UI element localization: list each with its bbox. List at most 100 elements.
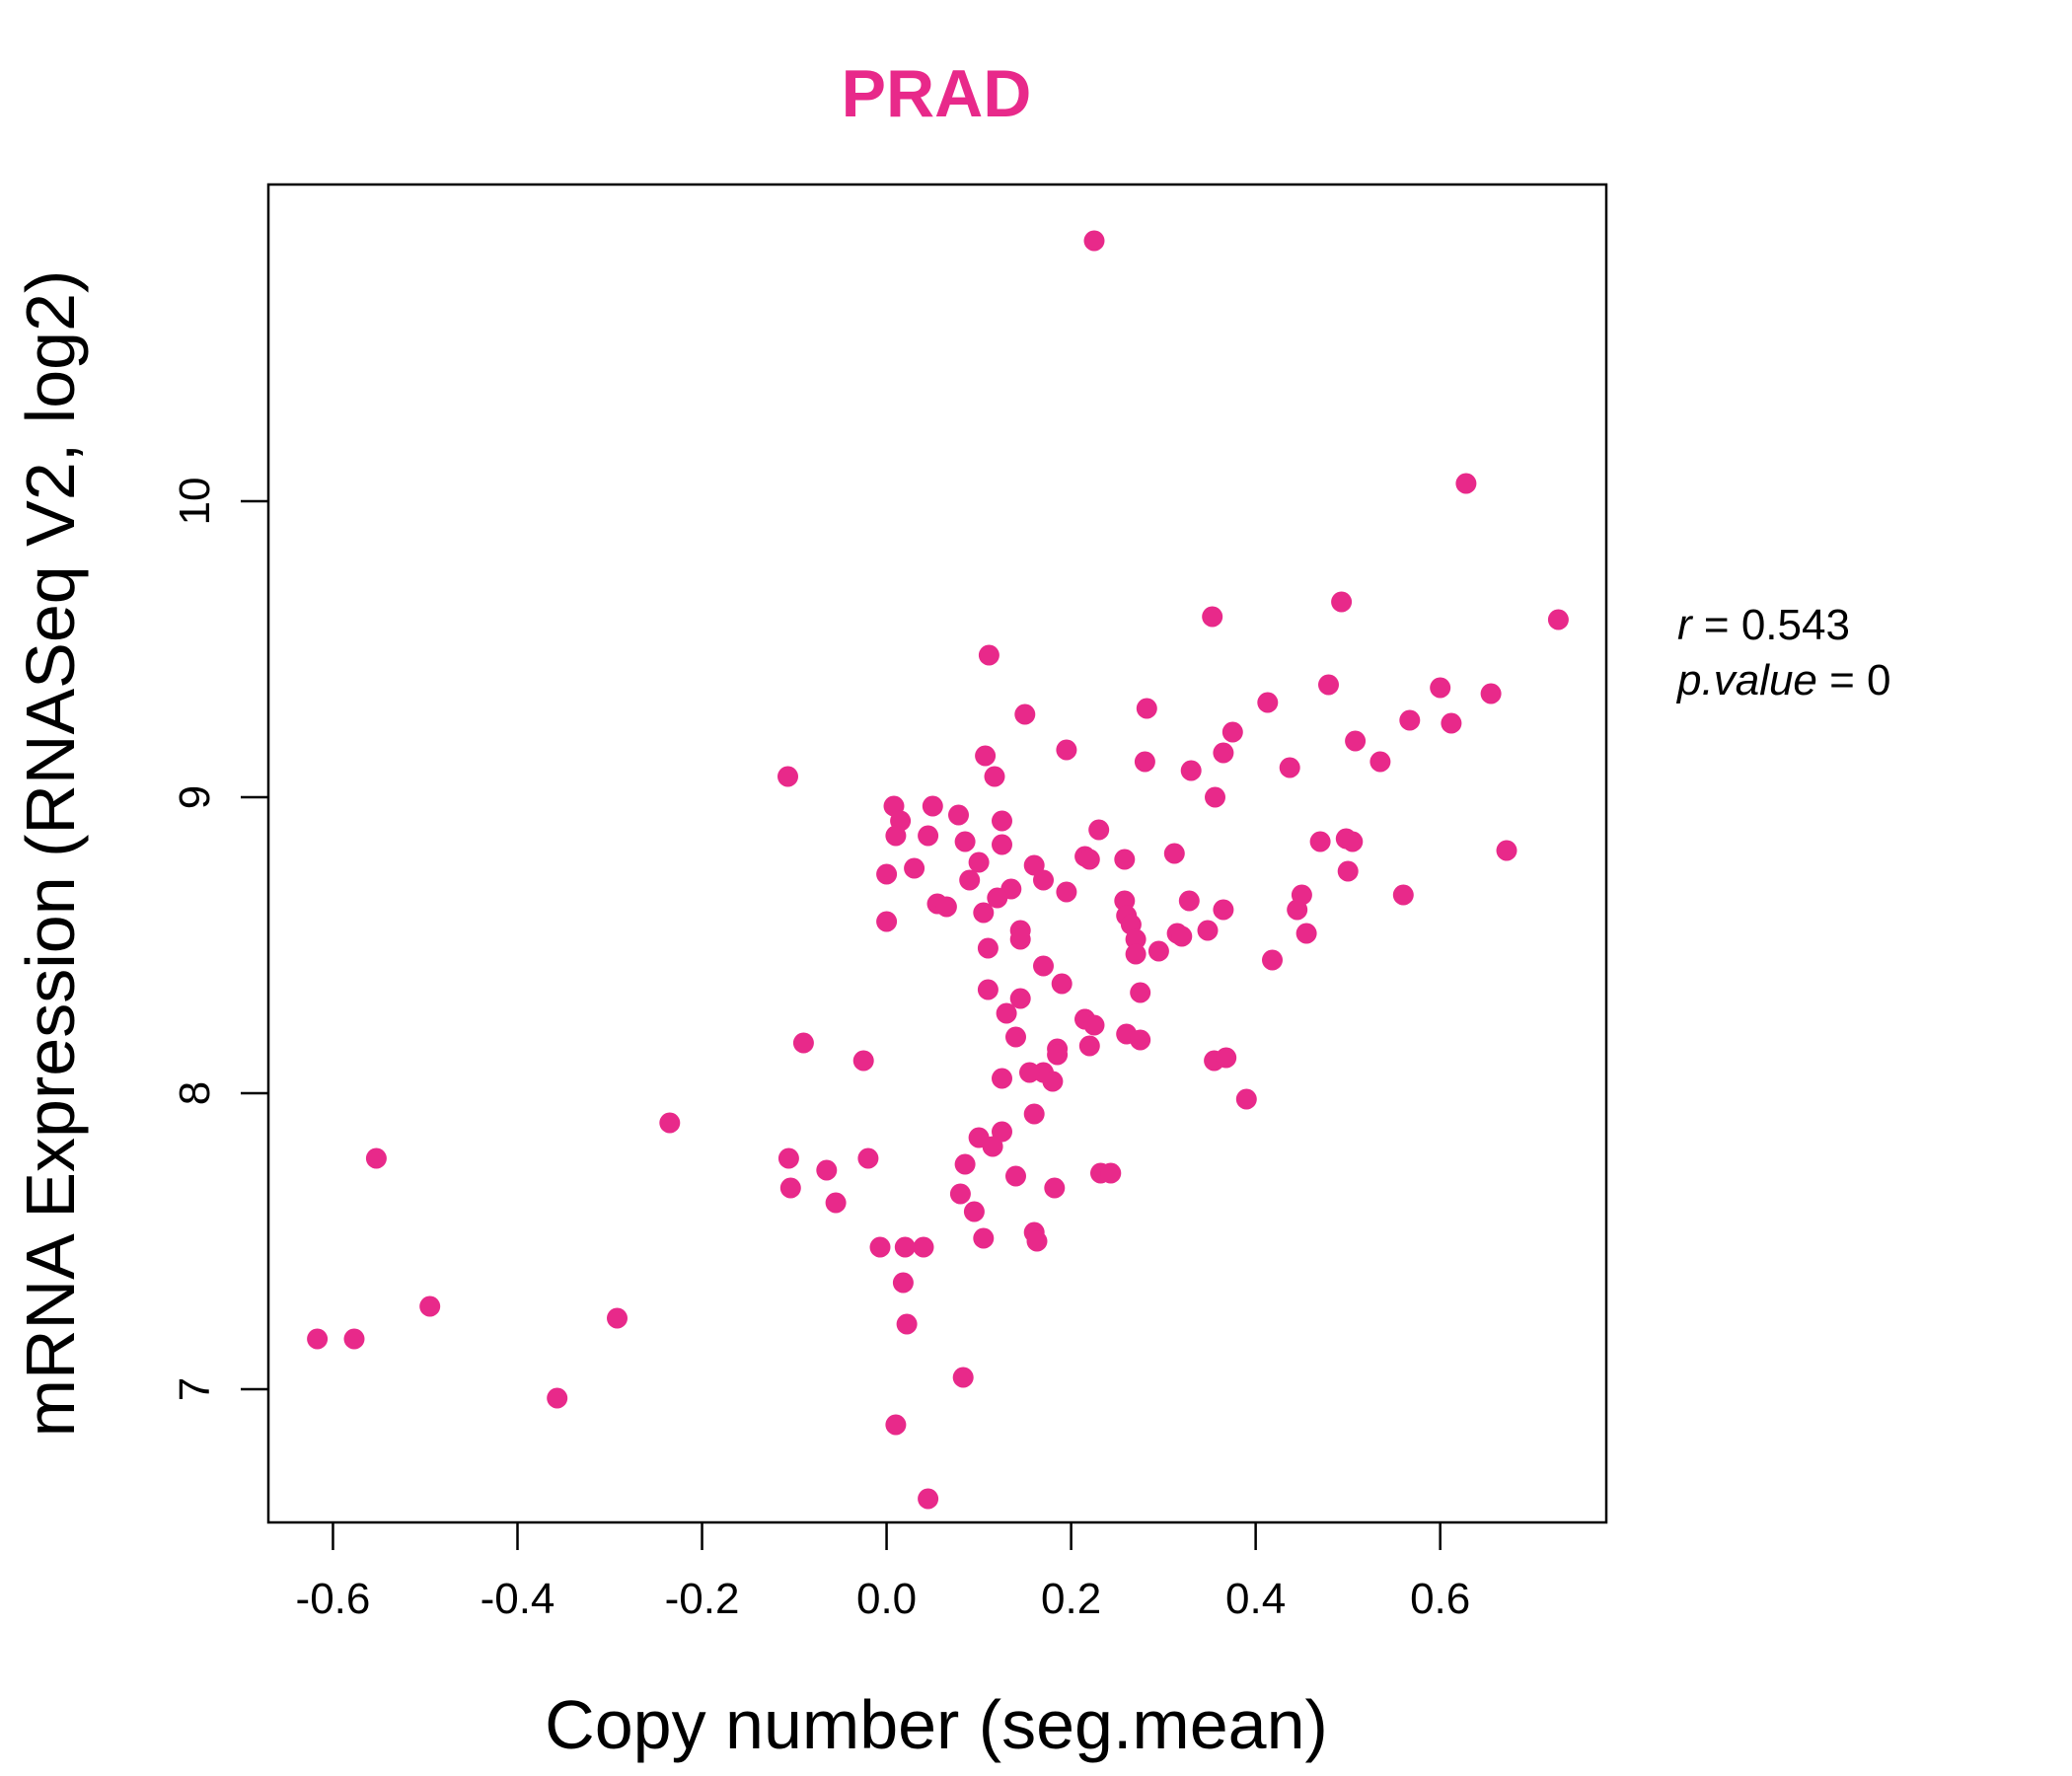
data-point (1019, 1062, 1040, 1083)
data-point (419, 1295, 441, 1317)
data-point (1136, 698, 1157, 719)
data-point (1163, 843, 1185, 864)
data-point (1213, 742, 1234, 764)
x-tick-label: 0.0 (856, 1575, 917, 1623)
data-point (935, 896, 957, 918)
data-point (922, 795, 943, 817)
data-point (1014, 703, 1036, 725)
data-point (857, 1147, 879, 1169)
data-point (892, 1272, 914, 1294)
x-tick-label: -0.4 (481, 1575, 555, 1623)
data-point (952, 1367, 974, 1388)
data-point (975, 745, 997, 767)
data-point (825, 1192, 847, 1214)
data-point (777, 766, 798, 787)
data-point (1430, 677, 1451, 699)
y-axis-label: mRNA Expression (RNASeq V2, log2) (12, 270, 89, 1438)
data-point (1033, 955, 1054, 977)
data-point (1257, 692, 1279, 713)
data-point (1100, 1162, 1122, 1184)
data-point (343, 1328, 365, 1350)
data-point (659, 1112, 681, 1134)
data-point (1056, 739, 1077, 761)
data-point (547, 1387, 568, 1409)
data-point (365, 1147, 387, 1169)
data-point (1221, 721, 1243, 743)
data-point (996, 1002, 1017, 1024)
data-point (1399, 709, 1421, 731)
data-points (307, 230, 1569, 1510)
data-point (918, 1488, 939, 1510)
data-point (1171, 925, 1193, 947)
data-point (307, 1328, 329, 1350)
data-point (1287, 899, 1308, 921)
data-point (1023, 854, 1045, 876)
y-tick-label: 8 (171, 1081, 219, 1105)
data-point (894, 1236, 916, 1258)
data-point (1342, 831, 1364, 852)
data-point (984, 766, 1005, 787)
data-point (1056, 881, 1077, 903)
data-point (1033, 869, 1054, 891)
p-label: p.value (1675, 656, 1817, 704)
data-point (1125, 943, 1147, 965)
data-point (992, 1121, 1012, 1143)
data-point (918, 825, 939, 847)
x-axis: -0.6 -0.4 -0.2 0.0 0.2 0.4 0.6 (296, 1522, 1470, 1623)
data-point (852, 1050, 874, 1072)
data-point (987, 887, 1008, 909)
correlation-stat: r = 0.543 (1677, 601, 1850, 649)
data-point (896, 1313, 918, 1335)
data-point (607, 1307, 628, 1329)
data-point (1318, 674, 1339, 696)
x-tick-label: -0.6 (296, 1575, 371, 1623)
data-point (1134, 751, 1155, 773)
data-point (1023, 1103, 1045, 1125)
data-point (876, 863, 898, 885)
x-axis-label: Copy number (seg.mean) (545, 1686, 1328, 1763)
p-value: 0 (1867, 656, 1890, 704)
y-tick-label: 10 (171, 478, 219, 526)
data-point (779, 1177, 801, 1199)
data-point (1213, 899, 1234, 921)
data-point (1216, 1047, 1237, 1069)
data-point (1042, 1071, 1064, 1092)
data-point (1205, 786, 1225, 808)
data-point (949, 1183, 971, 1205)
x-tick-label: 0.4 (1225, 1575, 1286, 1623)
data-point (954, 1153, 976, 1175)
data-point (1262, 949, 1283, 971)
data-point (1235, 1088, 1257, 1110)
data-point (1130, 1029, 1151, 1051)
data-point (885, 825, 907, 847)
chart-title: PRAD (842, 56, 1032, 131)
data-point (1197, 920, 1219, 941)
r-value: 0.543 (1741, 601, 1850, 649)
data-point (1178, 890, 1200, 912)
data-point (978, 644, 999, 666)
data-point (1026, 1230, 1048, 1252)
y-tick-label: 9 (171, 785, 219, 809)
data-point (982, 1136, 1003, 1157)
data-point (1147, 940, 1169, 962)
data-point (1088, 819, 1110, 841)
data-point (1051, 973, 1073, 995)
p-equals: = (1829, 656, 1867, 704)
data-point (1547, 609, 1569, 630)
data-point (973, 902, 995, 924)
data-point (1180, 760, 1202, 781)
data-point (977, 979, 999, 1000)
data-point (1331, 591, 1353, 613)
data-point (963, 1201, 985, 1222)
data-point (1009, 988, 1031, 1009)
data-point (1279, 757, 1300, 778)
data-point (1309, 831, 1331, 852)
data-point (1345, 730, 1367, 752)
data-point (1441, 712, 1462, 734)
data-point (977, 937, 999, 959)
data-point (1392, 884, 1414, 906)
data-point (1047, 1044, 1069, 1066)
r-equals: = (1704, 601, 1741, 649)
data-point (973, 1227, 995, 1249)
